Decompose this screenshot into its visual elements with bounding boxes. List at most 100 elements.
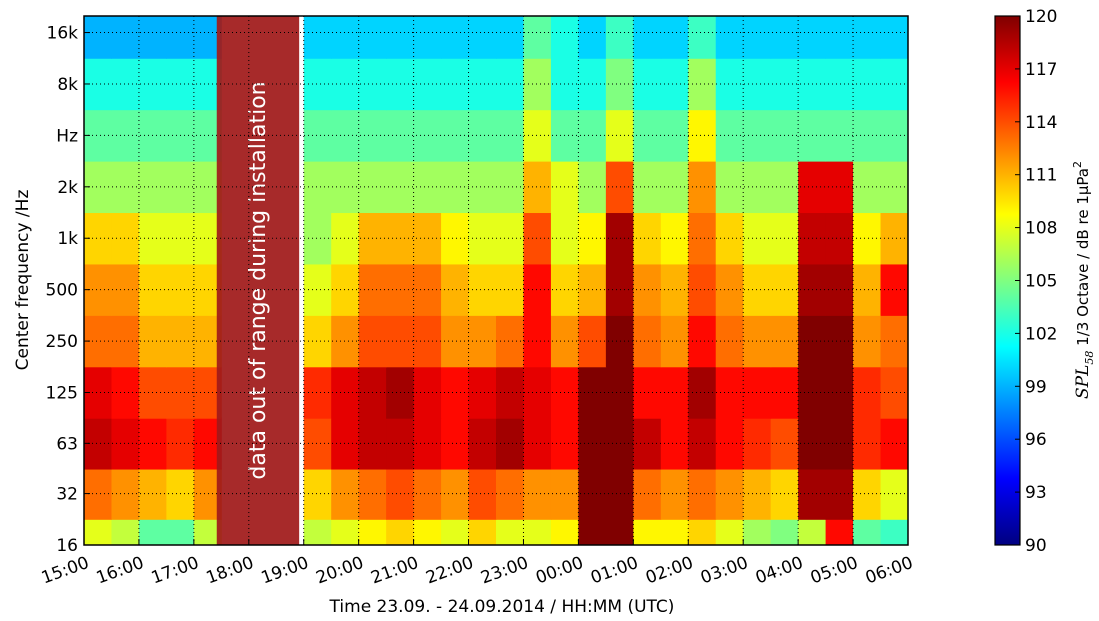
heatmap-cell: [825, 417, 854, 470]
heatmap-cell: [880, 16, 908, 59]
x-tick-label: 18:00: [204, 553, 257, 589]
heatmap-cell: [633, 212, 662, 265]
heatmap-cell: [303, 16, 332, 59]
heatmap-cell: [468, 212, 497, 265]
heatmap-cell: [770, 519, 799, 545]
heatmap-cell: [386, 16, 415, 59]
heatmap-cell: [468, 366, 497, 419]
heatmap-cell: [743, 212, 772, 265]
heatmap-cell: [743, 366, 772, 419]
heatmap-cell: [413, 467, 442, 520]
heatmap-cell: [468, 161, 497, 214]
heatmap-cell: [660, 519, 689, 545]
annotation-text: data out of range during installation: [246, 81, 271, 479]
heatmap-cell: [578, 16, 607, 59]
heatmap-cell: [880, 58, 908, 111]
heatmap-cell: [523, 519, 552, 545]
heatmap-cell: [413, 212, 442, 265]
colorbar-text: 1/3 Octave / dB re 1µPa: [1074, 168, 1092, 351]
heatmap-cell: [331, 161, 360, 214]
heatmap-cell: [853, 16, 882, 59]
heatmap-cell: [358, 16, 387, 59]
heatmap-cell: [825, 212, 854, 265]
heatmap-cell: [413, 16, 442, 59]
heatmap-cell: [605, 58, 634, 111]
heatmap-cell: [468, 16, 497, 59]
heatmap-cell: [468, 417, 497, 470]
heatmap-cell: [413, 109, 442, 162]
x-axis-label: Time 23.09. - 24.09.2014 / HH:MM (UTC): [329, 597, 675, 617]
x-tick-label: 00:00: [533, 553, 586, 589]
heatmap-cell: [111, 212, 140, 265]
heatmap-cell: [303, 161, 332, 214]
heatmap-cell: [166, 16, 195, 59]
heatmap-cell: [550, 519, 579, 545]
heatmap-cell: [880, 109, 908, 162]
colorbar-tick-label: 117: [1025, 60, 1057, 80]
heatmap-cell: [605, 161, 634, 214]
x-tick-label: 03:00: [698, 553, 751, 589]
heatmap-cell: [303, 263, 332, 316]
plot-frame: [83, 15, 909, 546]
heatmap-cell: [715, 519, 744, 545]
heatmap-cell: [111, 417, 140, 470]
heatmap-cell: [880, 366, 908, 419]
colorbar-label: SPL58 1/3 Octave / dB re 1µPa2: [1071, 161, 1096, 399]
heatmap-cell: [798, 16, 827, 59]
x-tick-label: 02:00: [643, 553, 696, 589]
heatmap-cell: [743, 58, 772, 111]
heatmap-cell: [550, 16, 579, 59]
heatmap-cell: [331, 519, 360, 545]
heatmap-cell: [880, 467, 908, 520]
heatmap-cell: [331, 109, 360, 162]
heatmap-cell: [331, 16, 360, 59]
heatmap-cell: [743, 519, 772, 545]
heatmap-cell: [331, 58, 360, 111]
heatmap-cell: [770, 16, 799, 59]
heatmap-cell: [303, 366, 332, 419]
heatmap-cell: [523, 467, 552, 520]
heatmap-cell: [605, 263, 634, 316]
heatmap-cell: [84, 519, 112, 545]
heatmap-cell: [880, 519, 908, 545]
x-tick-label: 17:00: [149, 553, 202, 589]
heatmap-cell: [633, 161, 662, 214]
heatmap-cell: [413, 417, 442, 470]
heatmap-cell: [331, 366, 360, 419]
heatmap-cell: [660, 16, 689, 59]
heatmap-cell: [331, 315, 360, 368]
colorbar-tick-label: 90: [1025, 536, 1047, 556]
x-tick-label: 06:00: [863, 553, 916, 589]
colorbar-tick-label: 108: [1025, 219, 1057, 239]
heatmap-cell: [825, 16, 854, 59]
x-tick-label: 21:00: [368, 553, 421, 589]
colorbar-symbol: SPL: [1073, 365, 1093, 399]
heatmap-cell: [111, 519, 140, 545]
heatmap-cell: [331, 467, 360, 520]
heatmap-cell: [605, 109, 634, 162]
heatmap-cell: [111, 109, 140, 162]
x-tick-label: 16:00: [94, 553, 147, 589]
heatmap-cell: [715, 417, 744, 470]
heatmap-cell: [743, 161, 772, 214]
heatmap-cell: [413, 161, 442, 214]
heatmap-cell: [605, 366, 634, 419]
heatmap-cell: [496, 519, 524, 545]
heatmap-cell: [111, 366, 140, 419]
heatmap-cell: [138, 16, 167, 59]
heatmap-cell: [578, 519, 607, 545]
heatmap-cell: [743, 109, 772, 162]
heatmap-cell: [605, 315, 634, 368]
heatmap-cell: [523, 366, 552, 419]
heatmap: [84, 16, 908, 545]
heatmap-cell: [880, 417, 908, 470]
x-tick-label: 23:00: [478, 553, 531, 589]
heatmap-cell: [880, 161, 908, 214]
heatmap-cell: [303, 58, 332, 111]
heatmap-cell: [468, 315, 497, 368]
heatmap-cell: [605, 16, 634, 59]
x-tick-label: 22:00: [423, 553, 476, 589]
y-tick-label: 16k: [47, 24, 79, 44]
x-tick-label: 19:00: [259, 553, 312, 589]
